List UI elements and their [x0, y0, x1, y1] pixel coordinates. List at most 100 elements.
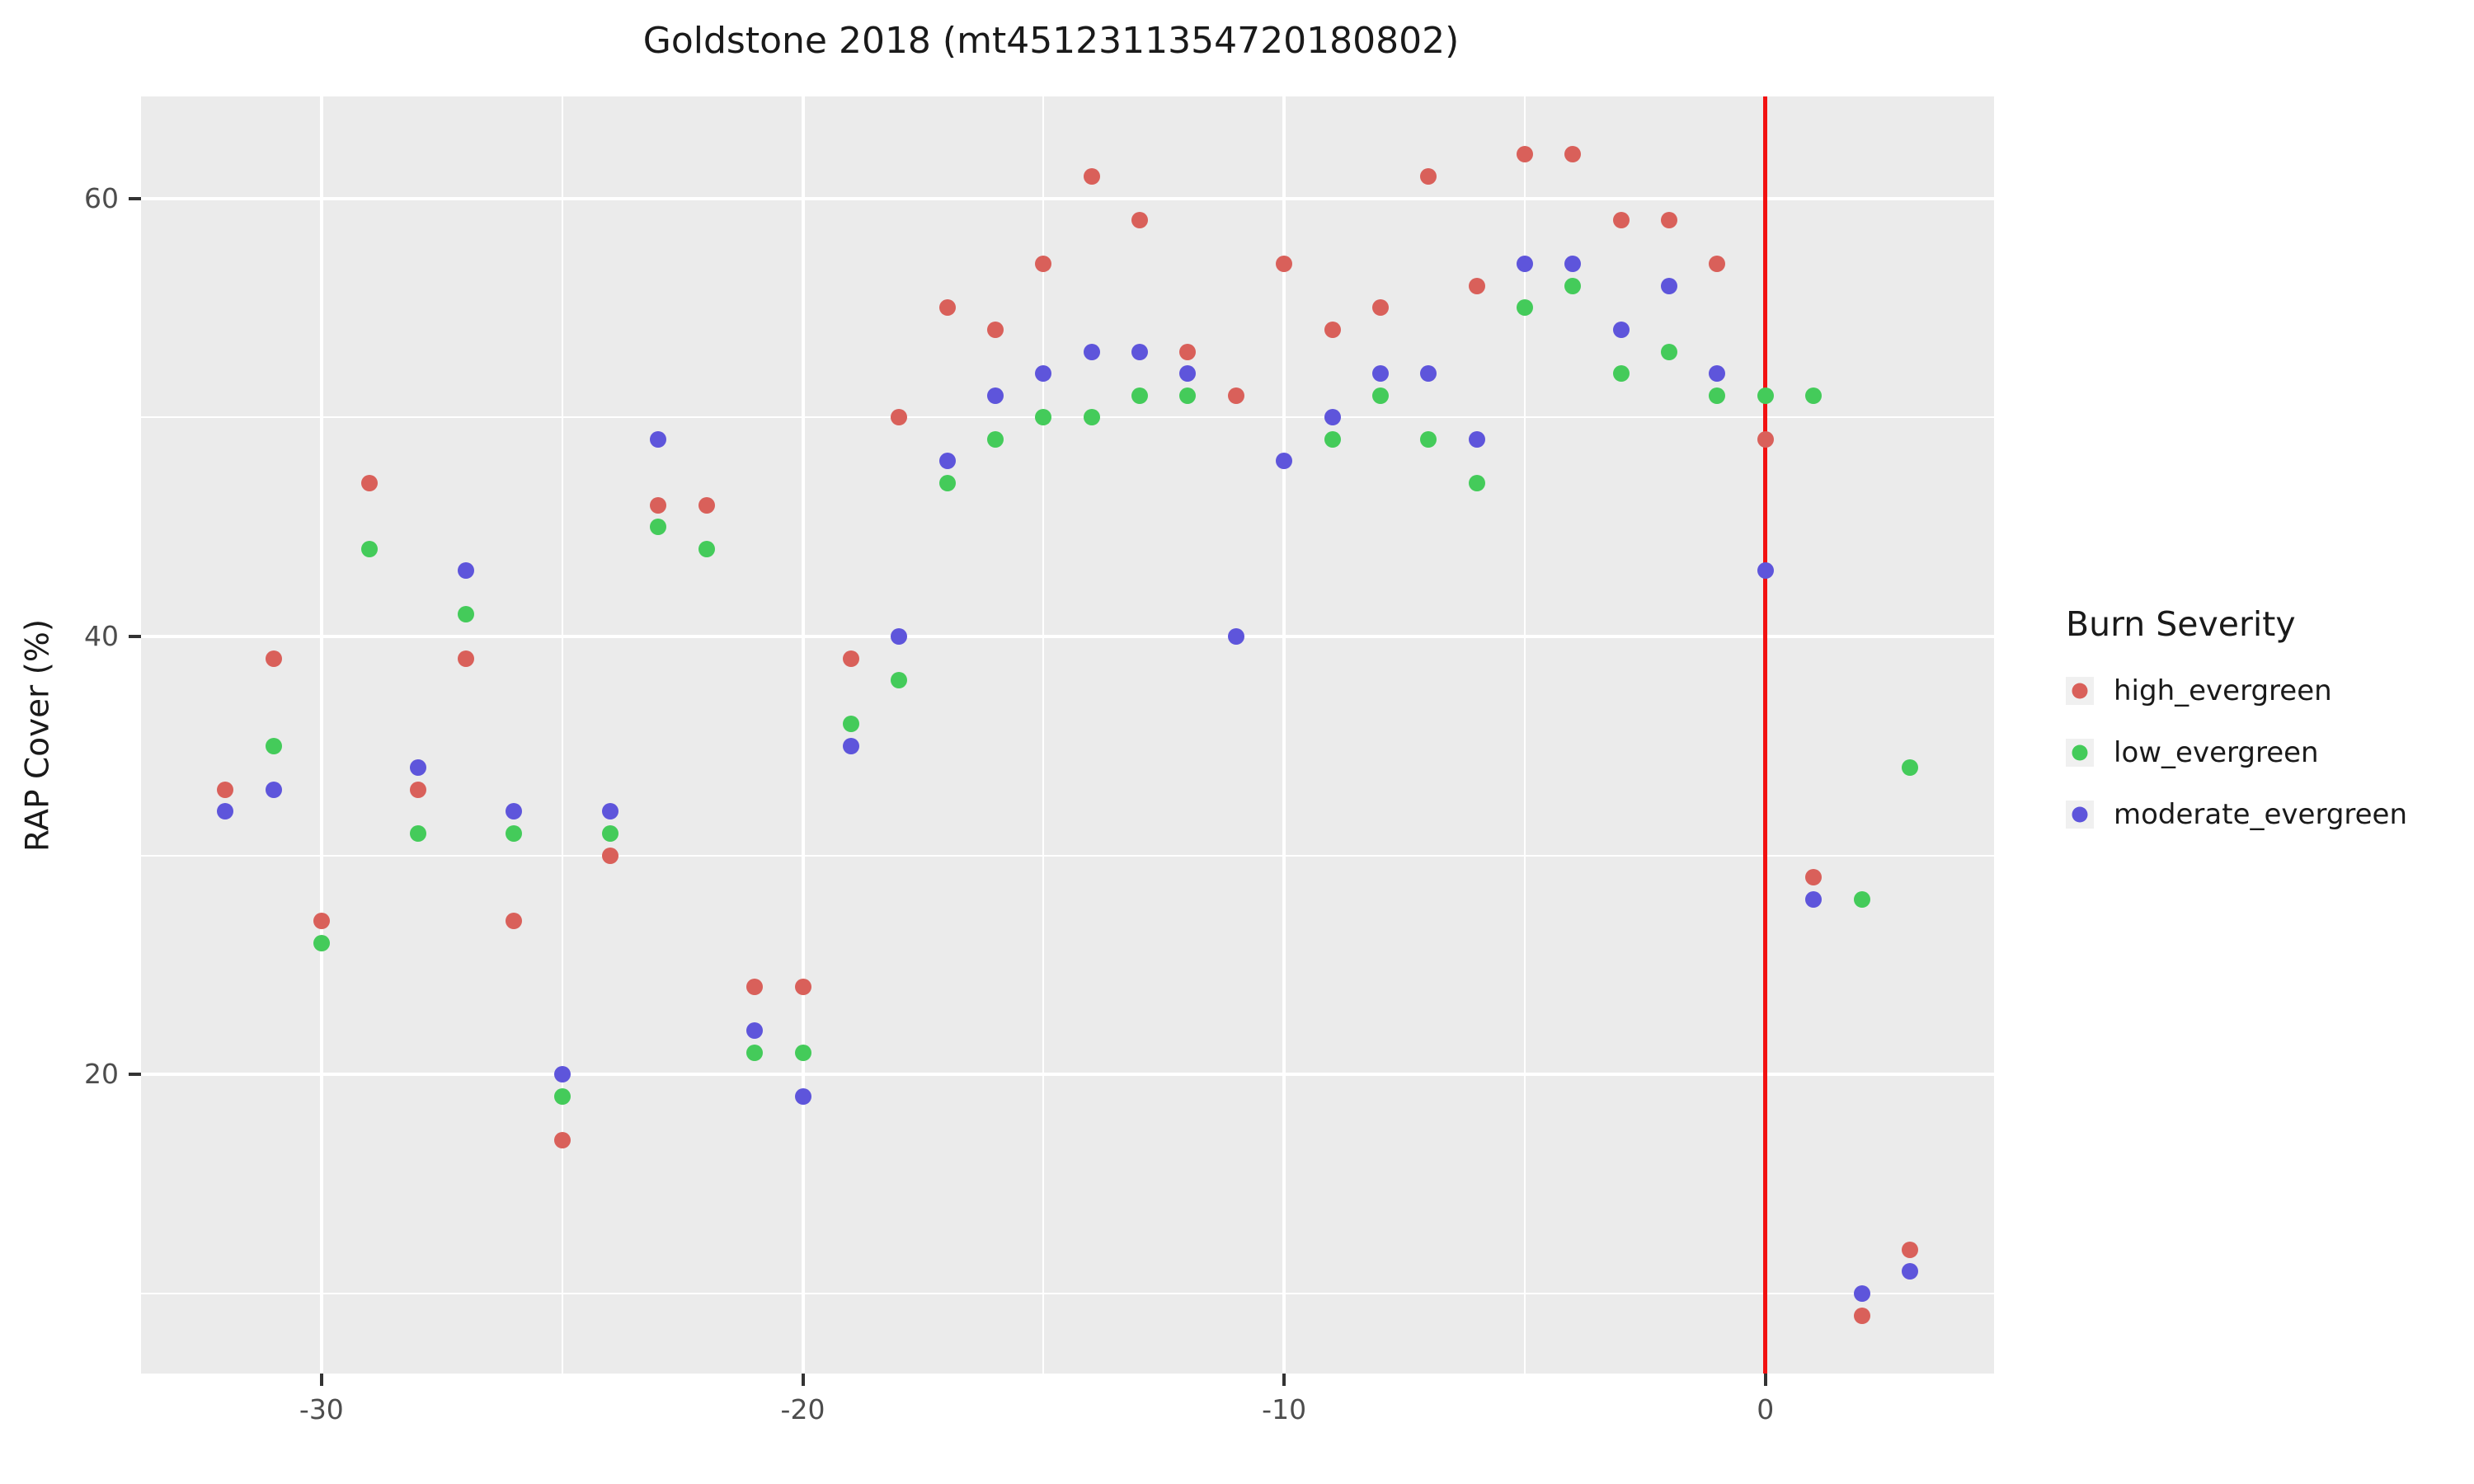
- moderate-evergreen-dot-icon: [2072, 806, 2088, 823]
- data-point-moderate_evergreen: [1805, 890, 1823, 908]
- data-point-moderate_evergreen: [794, 1087, 811, 1105]
- data-point-low_evergreen: [1035, 409, 1052, 426]
- data-point-high_evergreen: [1468, 277, 1485, 294]
- legend-item-high-evergreen: high_evergreen: [2066, 674, 2407, 707]
- data-point-low_evergreen: [794, 1044, 811, 1061]
- data-point-low_evergreen: [553, 1087, 571, 1105]
- data-point-high_evergreen: [1709, 256, 1726, 273]
- y-minor-gridline: [141, 1293, 1994, 1295]
- data-point-high_evergreen: [361, 474, 379, 491]
- x-minor-gridline: [1523, 96, 1526, 1374]
- data-point-low_evergreen: [1083, 409, 1100, 426]
- data-point-low_evergreen: [1131, 387, 1149, 404]
- data-point-low_evergreen: [842, 716, 859, 733]
- plot-panel: [141, 96, 1994, 1374]
- y-tick-label: 20: [84, 1058, 119, 1091]
- data-point-low_evergreen: [361, 540, 379, 557]
- data-point-moderate_evergreen: [457, 562, 474, 580]
- data-point-low_evergreen: [313, 934, 330, 951]
- legend-item-moderate-evergreen: moderate_evergreen: [2066, 798, 2408, 831]
- high-evergreen-dot-icon: [2072, 683, 2088, 699]
- data-point-high_evergreen: [1324, 321, 1341, 338]
- data-point-low_evergreen: [986, 430, 1004, 448]
- data-point-high_evergreen: [1564, 146, 1582, 163]
- x-tick-label: -20: [780, 1393, 825, 1425]
- legend-title: Burn Severity: [2066, 604, 2296, 644]
- data-point-high_evergreen: [1035, 256, 1052, 273]
- y-axis-title: RAP Cover (%): [19, 618, 57, 852]
- data-point-low_evergreen: [1179, 387, 1197, 404]
- data-point-high_evergreen: [1805, 869, 1823, 886]
- data-point-moderate_evergreen: [1468, 430, 1485, 448]
- data-point-high_evergreen: [1083, 167, 1100, 185]
- data-point-low_evergreen: [1661, 343, 1678, 360]
- fire-year-vline: [1763, 96, 1768, 1374]
- data-point-moderate_evergreen: [1709, 365, 1726, 383]
- data-point-high_evergreen: [602, 847, 619, 864]
- x-major-gridline: [1282, 96, 1286, 1374]
- data-point-moderate_evergreen: [1179, 365, 1197, 383]
- data-point-moderate_evergreen: [553, 1066, 571, 1083]
- data-point-moderate_evergreen: [650, 430, 667, 448]
- data-point-moderate_evergreen: [1083, 343, 1100, 360]
- data-point-high_evergreen: [794, 979, 811, 996]
- chart-title: Goldstone 2018 (mt4512311354720180802): [642, 20, 1460, 62]
- legend-item-low-evergreen: low_evergreen: [2066, 736, 2407, 769]
- x-tick-mark: [1763, 1374, 1767, 1386]
- y-major-gridline: [141, 1073, 1994, 1077]
- data-point-moderate_evergreen: [409, 759, 426, 777]
- data-point-moderate_evergreen: [1420, 365, 1437, 383]
- data-point-moderate_evergreen: [938, 453, 956, 470]
- data-point-high_evergreen: [1420, 167, 1437, 185]
- data-point-low_evergreen: [698, 540, 715, 557]
- legend-key: [2066, 677, 2094, 705]
- data-point-moderate_evergreen: [1227, 627, 1244, 645]
- data-point-high_evergreen: [891, 409, 908, 426]
- data-point-low_evergreen: [1371, 387, 1389, 404]
- data-point-moderate_evergreen: [217, 803, 234, 820]
- legend-item-label: high_evergreen: [2114, 674, 2332, 707]
- legend-item-label: moderate_evergreen: [2114, 798, 2408, 831]
- data-point-moderate_evergreen: [842, 737, 859, 754]
- data-point-high_evergreen: [1131, 212, 1149, 229]
- y-minor-gridline: [141, 416, 1994, 419]
- data-point-high_evergreen: [1516, 146, 1533, 163]
- y-major-gridline: [141, 634, 1994, 638]
- data-point-moderate_evergreen: [265, 781, 282, 798]
- data-point-high_evergreen: [938, 299, 956, 317]
- data-point-low_evergreen: [1901, 759, 1918, 777]
- data-point-high_evergreen: [1661, 212, 1678, 229]
- y-minor-gridline: [141, 854, 1994, 857]
- data-point-low_evergreen: [457, 606, 474, 623]
- data-point-high_evergreen: [506, 913, 523, 930]
- data-point-low_evergreen: [891, 672, 908, 689]
- y-tick-mark: [129, 1073, 141, 1077]
- x-tick-mark: [801, 1374, 805, 1386]
- data-point-high_evergreen: [1276, 256, 1293, 273]
- x-minor-gridline: [561, 96, 563, 1374]
- data-point-high_evergreen: [1371, 299, 1389, 317]
- x-tick-mark: [1282, 1374, 1286, 1386]
- x-tick-label: -30: [299, 1393, 344, 1425]
- y-tick-mark: [129, 634, 141, 638]
- x-major-gridline: [319, 96, 323, 1374]
- data-point-high_evergreen: [1901, 1241, 1918, 1258]
- data-point-low_evergreen: [1805, 387, 1823, 404]
- data-point-moderate_evergreen: [1757, 562, 1774, 580]
- data-point-low_evergreen: [1612, 365, 1630, 383]
- data-point-high_evergreen: [217, 781, 234, 798]
- data-point-low_evergreen: [1853, 890, 1870, 908]
- data-point-moderate_evergreen: [1612, 321, 1630, 338]
- legend-key: [2066, 801, 2094, 829]
- data-point-high_evergreen: [842, 650, 859, 667]
- data-point-moderate_evergreen: [891, 627, 908, 645]
- data-point-low_evergreen: [1709, 387, 1726, 404]
- data-point-high_evergreen: [986, 321, 1004, 338]
- data-point-moderate_evergreen: [1564, 256, 1582, 273]
- data-point-moderate_evergreen: [1661, 277, 1678, 294]
- data-point-moderate_evergreen: [1853, 1285, 1870, 1303]
- low-evergreen-dot-icon: [2072, 744, 2088, 761]
- data-point-low_evergreen: [650, 519, 667, 536]
- data-point-high_evergreen: [650, 496, 667, 514]
